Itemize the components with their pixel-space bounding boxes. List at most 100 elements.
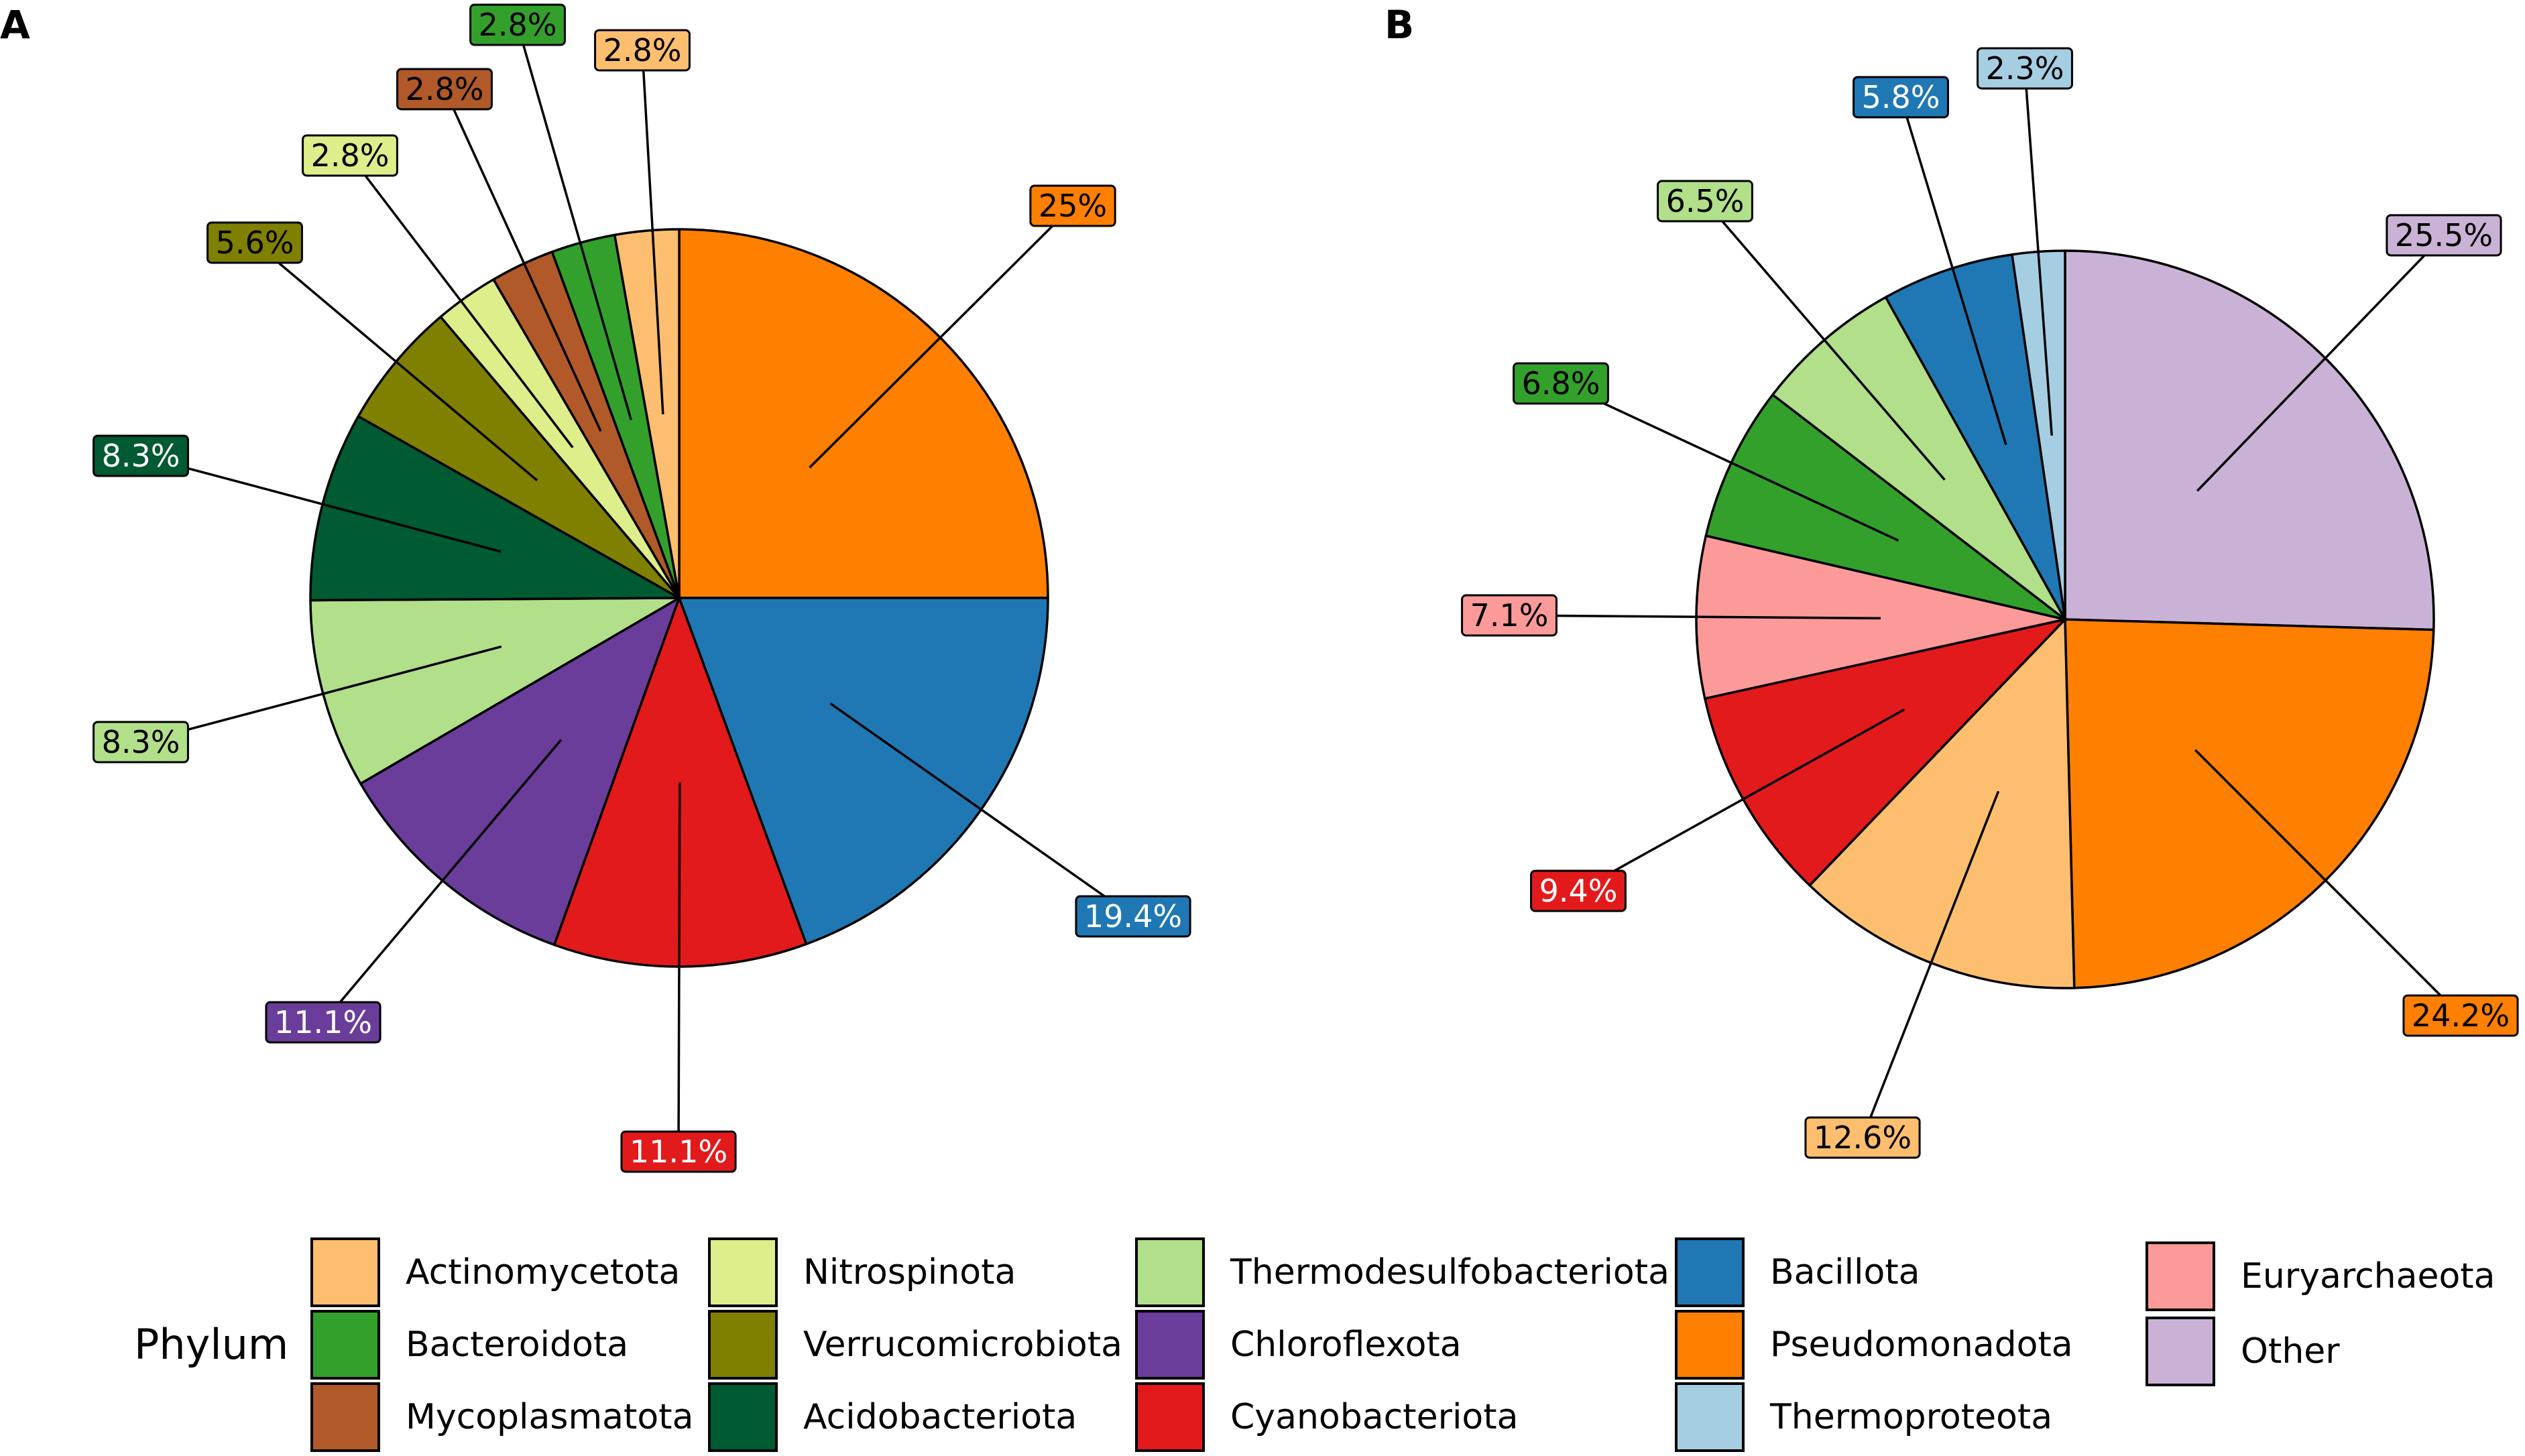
pie-slice-thermodesulfobacteriota — [309, 597, 681, 785]
leader-line — [677, 782, 681, 1152]
slice-label-text: 2.8% — [406, 71, 484, 107]
leader-line — [1899, 97, 2007, 445]
leader-line — [349, 154, 574, 448]
slice-label-text: 2.8% — [311, 137, 390, 174]
slice-label-text: 19.4% — [1084, 898, 1182, 934]
slice-label-bacillota: 5.8% — [1853, 76, 1949, 119]
leader-line — [2196, 234, 2445, 492]
pie-labels: 25.5% 24.2% 12.6% 9.4% 7.1% 6.8% 6.5% 5.8% 2.3% — [1461, 47, 2519, 1159]
legend-item-thermoproteota: Thermoproteota — [1675, 1382, 2052, 1452]
leader-line — [322, 739, 563, 1024]
slice-label-euryarchaeota: 7.1% — [1461, 594, 1558, 637]
legend-swatch — [1675, 1382, 1745, 1452]
legend-swatch — [310, 1237, 380, 1307]
pie-slice-bacillota — [1884, 253, 2066, 621]
leader-line — [829, 702, 1134, 918]
leader-line — [2194, 749, 2462, 1017]
slice-label-thermodesulfobacteriota: 8.3% — [93, 721, 189, 764]
legend-swatch — [1675, 1237, 1745, 1307]
legend-swatch — [2146, 1241, 2215, 1311]
slice-label-mycoplasmatota: 2.8% — [396, 68, 493, 111]
legend-item-acidobacteriota: Acidobacteriota — [708, 1382, 1077, 1452]
slice-label-text: 24.2% — [2412, 997, 2510, 1034]
legend-label: Acidobacteriota — [803, 1397, 1077, 1437]
slice-label-text: 2.8% — [479, 7, 557, 43]
legend-item-bacteroidota: Bacteroidota — [310, 1310, 628, 1380]
slice-label-box — [1804, 1116, 1921, 1159]
legend-swatch — [1135, 1382, 1205, 1452]
slice-label-other: 25.5% — [2386, 214, 2502, 257]
legend-swatch — [2146, 1317, 2215, 1386]
slice-label-text: 5.6% — [216, 225, 294, 261]
leader-line — [140, 645, 502, 743]
legend-item-pseudomonadota: Pseudomonadota — [1675, 1310, 2073, 1380]
panel-letter-a: A — [0, 2, 30, 48]
slice-label-box — [207, 221, 303, 264]
pie-slice-cyanobacteriota — [552, 597, 808, 968]
slice-label-box — [1530, 869, 1627, 912]
slice-label-verrucomicrobiota: 5.6% — [207, 221, 303, 264]
slice-label-text: 7.1% — [1470, 597, 1549, 633]
legend-label: Euryarchaeota — [2241, 1256, 2495, 1296]
slice-label-box — [1657, 180, 1753, 223]
slice-label-box — [594, 29, 691, 72]
legend-swatch — [310, 1310, 380, 1380]
pie-slice-other — [2064, 249, 2435, 631]
legend-label: Mycoplasmatota — [406, 1397, 693, 1437]
slice-label-text: 8.3% — [102, 724, 180, 760]
legend-label: Verrucomicrobiota — [803, 1325, 1122, 1365]
pie-slice-bacteroidota — [1704, 393, 2066, 621]
pie-chart-b: B 25.5% 24.2% 12.6% 9.4% 7.1% 6.8% 6.5% 5.8% 2.3… — [1385, 2, 2519, 1159]
legend-swatch — [1675, 1310, 1745, 1380]
legend-swatch — [1135, 1237, 1205, 1307]
slice-label-text: 6.5% — [1666, 183, 1745, 219]
slice-label-bacteroidota: 2.8% — [469, 3, 566, 46]
slice-label-chloroflexota: 11.1% — [265, 1001, 381, 1044]
slice-label-thermoproteota: 2.3% — [1977, 47, 2073, 90]
slice-label-box — [2402, 994, 2519, 1037]
leader-line — [1578, 708, 1905, 892]
slice-label-box — [302, 134, 398, 177]
slice-label-box — [1977, 47, 2073, 90]
leader-line — [443, 88, 602, 432]
slice-label-bacteroidota: 6.8% — [1513, 362, 1609, 405]
legend-label: Chloroflexota — [1230, 1325, 1462, 1365]
slice-label-box — [1513, 362, 1609, 405]
slice-label-text: 5.8% — [1862, 79, 1940, 115]
legend-item-thermodesulfobacteriota: Thermodesulfobacteriota — [1135, 1237, 1669, 1307]
legend-item-other: Other — [2146, 1317, 2340, 1386]
slice-label-cyanobacteriota: 11.1% — [620, 1130, 737, 1173]
legend-label: Other — [2241, 1331, 2340, 1372]
legend-label: Actinomycetota — [406, 1252, 680, 1292]
legend-label: Thermodesulfobacteriota — [1230, 1252, 1669, 1292]
leader-line — [2023, 68, 2053, 436]
legend-item-mycoplasmatota: Mycoplasmatota — [310, 1382, 693, 1452]
legend-item-verrucomicrobiota: Verrucomicrobiota — [708, 1310, 1122, 1380]
legend-label: Bacillota — [1770, 1252, 1920, 1292]
leader-line — [641, 50, 664, 415]
legend-label: Pseudomonadota — [1770, 1325, 2073, 1365]
legend-item-euryarchaeota: Euryarchaeota — [2146, 1241, 2495, 1311]
legend: Phylum Actinomycetota Bacteroidota Mycopla… — [134, 1237, 2495, 1452]
slice-label-actinomycetota: 2.8% — [594, 29, 691, 72]
slice-label-pseudomonadota: 25% — [1029, 184, 1116, 227]
slice-label-text: 25% — [1039, 188, 1107, 224]
leader-line — [1560, 382, 1899, 542]
slice-label-box — [265, 1001, 381, 1044]
legend-label: Nitrospinota — [803, 1252, 1016, 1292]
slice-label-box — [1461, 594, 1558, 637]
slice-label-acidobacteriota: 8.3% — [93, 434, 189, 477]
slice-label-text: 9.4% — [1539, 873, 1618, 909]
leader-line — [253, 241, 538, 482]
pie-chart-a: A 25% 19.4% 11.1% 11.1% 8.3% 8.3% 5.6% 2.8% 2.8%… — [0, 2, 1191, 1173]
legend-swatch — [1135, 1310, 1205, 1380]
slice-label-bacillota: 19.4% — [1075, 895, 1191, 938]
slice-label-text: 8.3% — [102, 438, 180, 474]
legend-item-nitrospinota: Nitrospinota — [708, 1237, 1016, 1307]
slice-label-nitrospinota: 2.8% — [302, 134, 398, 177]
slice-label-box — [620, 1130, 737, 1173]
pie-slice-actinomycetota — [613, 228, 681, 599]
leader-line — [516, 24, 632, 421]
leader-line — [140, 454, 502, 553]
leader-line — [809, 204, 1074, 469]
